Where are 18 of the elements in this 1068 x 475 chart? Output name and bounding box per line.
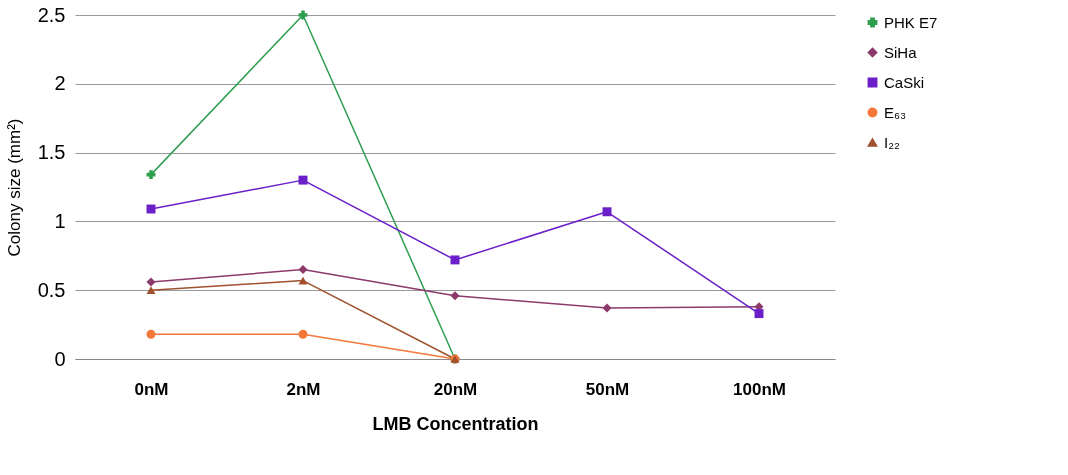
x-tick-label: 100nM: [733, 379, 786, 399]
y-tick-label: 1: [54, 209, 66, 232]
x-tick-label: 2nM: [286, 379, 321, 399]
y-tick-label: 0: [54, 347, 66, 370]
y-tick-label: 1.5: [37, 141, 66, 164]
legend-label: SiHa: [884, 43, 918, 61]
legend-label: PHK E7: [884, 13, 938, 31]
y-tick-label: 0.5: [37, 278, 66, 301]
y-tick-label: 2: [54, 72, 66, 95]
legend-label: CaSki: [884, 73, 925, 91]
y-axis-title: Colony size (mm²): [4, 118, 24, 257]
x-axis-title: LMB Concentration: [372, 413, 539, 434]
legend-label: E₆₃: [884, 103, 907, 121]
x-tick-label: 50nM: [585, 379, 630, 399]
x-tick-label: 20nM: [433, 379, 478, 399]
x-tick-label: 0nM: [134, 379, 169, 399]
legend-label: I₂₂: [884, 133, 900, 151]
y-tick-label: 2.5: [37, 3, 66, 26]
